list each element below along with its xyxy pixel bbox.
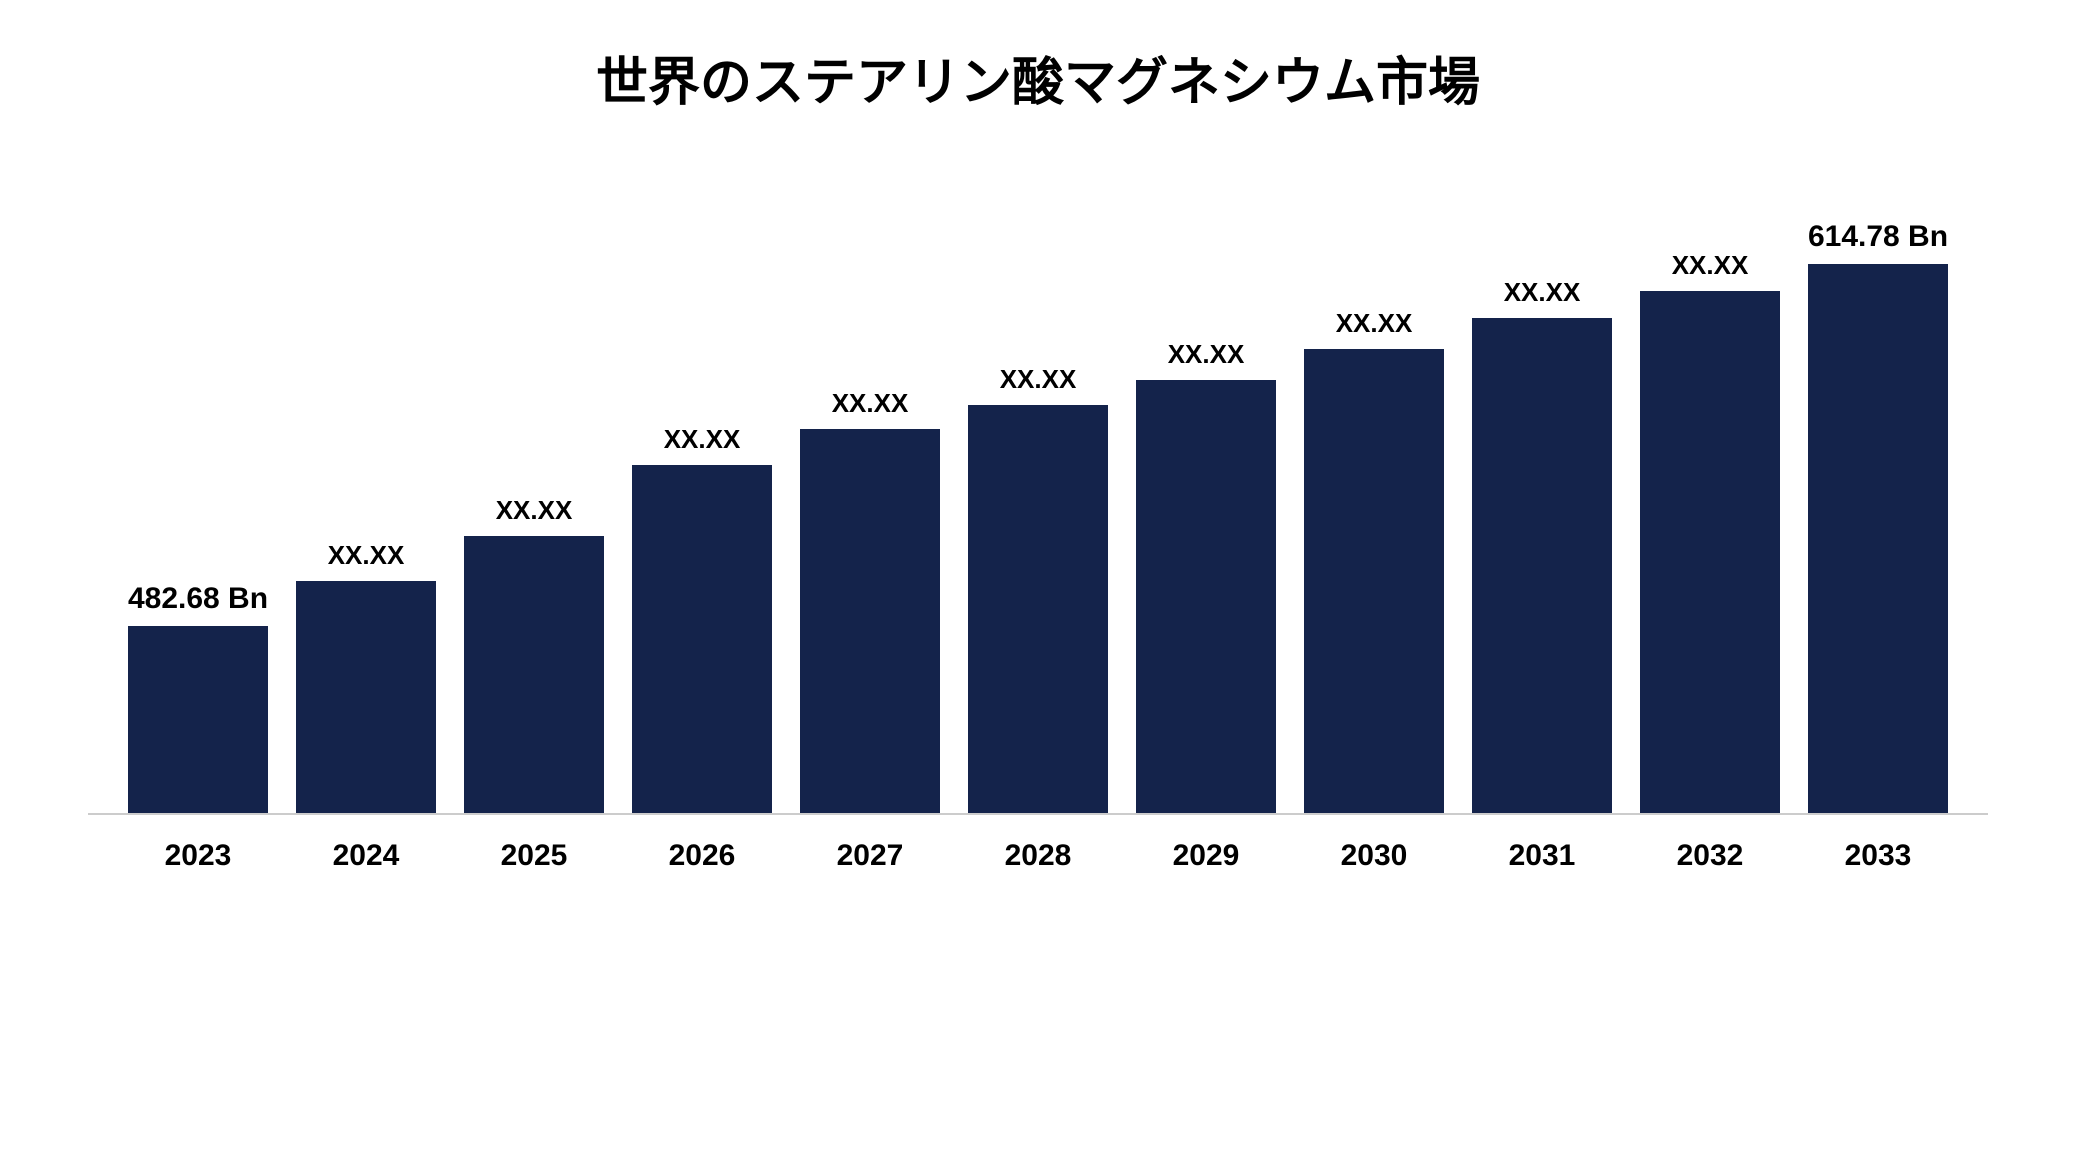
bar — [1304, 349, 1444, 813]
value-label: 482.68 Bn — [128, 582, 268, 616]
bar-chart: 482.68 Bn XX.XX XX.XX XX.XX XX.XX XX.XX XX.XX X… — [88, 175, 1988, 815]
x-axis-label: 2023 — [128, 839, 268, 873]
x-axis-label: 2030 — [1304, 839, 1444, 873]
value-label: 614.78 Bn — [1808, 220, 1948, 254]
bar — [632, 465, 772, 813]
x-axis-label: 2025 — [464, 839, 604, 873]
x-axis-label: 2027 — [800, 839, 940, 873]
bar — [1640, 291, 1780, 813]
x-axis-label: 2029 — [1136, 839, 1276, 873]
bar — [1136, 380, 1276, 813]
value-label: XX.XX — [1336, 308, 1413, 339]
bar-group: XX.XX — [464, 175, 604, 813]
x-axis-label: 2026 — [632, 839, 772, 873]
x-axis-labels: 2023 2024 2025 2026 2027 2028 2029 2030 2031 2032… — [88, 839, 1988, 873]
bar — [464, 536, 604, 813]
bar — [296, 581, 436, 813]
bar-group: XX.XX — [800, 175, 940, 813]
x-axis-label: 2032 — [1640, 839, 1780, 873]
chart-title: 世界のステアリン酸マグネシウム市場 — [596, 40, 1480, 115]
bar-group: XX.XX — [296, 175, 436, 813]
bar-group: XX.XX — [1136, 175, 1276, 813]
bar-group: 614.78 Bn — [1808, 175, 1948, 813]
value-label: XX.XX — [664, 424, 741, 455]
x-axis-label: 2024 — [296, 839, 436, 873]
x-axis-label: 2028 — [968, 839, 1108, 873]
x-axis-label: 2033 — [1808, 839, 1948, 873]
value-label: XX.XX — [1168, 339, 1245, 370]
bar — [1472, 318, 1612, 813]
bar-group: XX.XX — [1640, 175, 1780, 813]
bar-group: XX.XX — [632, 175, 772, 813]
bar-group: 482.68 Bn — [128, 175, 268, 813]
value-label: XX.XX — [328, 540, 405, 571]
bar-group: XX.XX — [1304, 175, 1444, 813]
bar — [1808, 264, 1948, 813]
x-axis-label: 2031 — [1472, 839, 1612, 873]
value-label: XX.XX — [1672, 250, 1749, 281]
value-label: XX.XX — [1504, 277, 1581, 308]
bar — [800, 429, 940, 813]
bar — [968, 405, 1108, 813]
bar-group: XX.XX — [968, 175, 1108, 813]
value-label: XX.XX — [1000, 364, 1077, 395]
bar — [128, 626, 268, 813]
value-label: XX.XX — [832, 388, 909, 419]
bar-group: XX.XX — [1472, 175, 1612, 813]
value-label: XX.XX — [496, 495, 573, 526]
